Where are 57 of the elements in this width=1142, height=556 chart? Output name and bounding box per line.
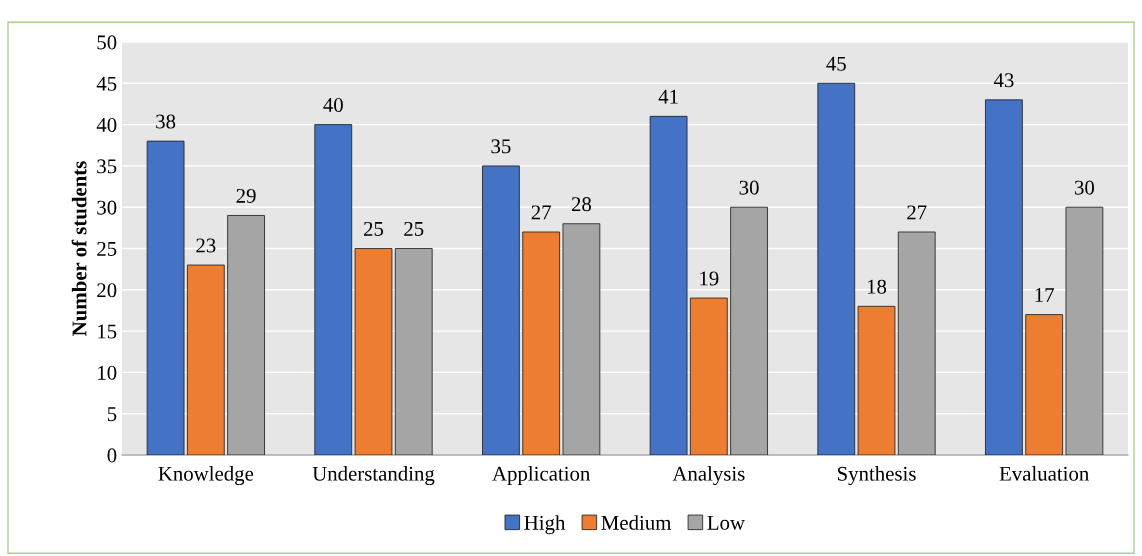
data-label: 40 (323, 97, 343, 113)
bar (354, 248, 393, 455)
x-tick-label: Application (492, 466, 591, 485)
bar (522, 231, 561, 455)
data-label: 19 (700, 271, 719, 286)
data-label: 30 (739, 180, 759, 195)
bar (562, 223, 601, 455)
y-tick-label: 30 (97, 200, 117, 215)
data-label: 41 (658, 89, 678, 104)
data-label: 17 (1035, 288, 1054, 302)
x-tick-label: Understanding (312, 466, 435, 486)
y-tick-label: 5 (107, 407, 117, 422)
data-label: 23 (196, 238, 216, 253)
bar (1025, 314, 1064, 455)
bar (897, 231, 936, 455)
bar (1065, 206, 1104, 455)
legend-label: High (524, 515, 566, 535)
x-tick-label: Knowledge (158, 466, 254, 486)
data-label: 28 (571, 197, 592, 212)
bar (689, 297, 728, 455)
y-tick-label: 10 (98, 365, 117, 380)
data-label: 27 (907, 205, 927, 220)
data-label: 29 (236, 188, 256, 203)
bar (649, 115, 688, 455)
bar (394, 248, 433, 455)
x-tick-label: Evaluation (999, 466, 1089, 481)
data-label: 38 (156, 114, 176, 129)
bar (186, 264, 225, 455)
data-label: 35 (491, 139, 511, 154)
y-tick-label: 40 (96, 117, 117, 133)
legend-label: Low (707, 515, 745, 530)
bar (985, 99, 1023, 455)
y-tick-label: 0 (107, 448, 117, 463)
y-tick-label: 50 (97, 35, 117, 50)
bar (857, 305, 896, 455)
y-tick-label: 20 (97, 283, 117, 298)
bar (730, 206, 768, 455)
bar (227, 215, 265, 455)
bar (314, 124, 353, 455)
data-label: 18 (867, 279, 887, 294)
y-tick-label: 35 (97, 159, 117, 174)
data-label: 25 (404, 221, 424, 236)
legend-label: Medium (601, 515, 672, 530)
bar (482, 165, 520, 455)
x-tick-label: Analysis (672, 466, 745, 486)
data-label: 43 (993, 73, 1014, 88)
y-tick-label: 15 (98, 324, 117, 339)
bar (817, 82, 856, 455)
x-tick-label: Synthesis (837, 466, 916, 486)
y-tick-label: 25 (97, 241, 117, 256)
bar (146, 140, 185, 455)
data-label: 30 (1074, 180, 1095, 195)
y-axis-title: Number of students (71, 161, 87, 336)
y-tick-label: 45 (96, 76, 117, 91)
data-label: 45 (826, 56, 846, 71)
data-label: 27 (531, 205, 551, 220)
data-label: 25 (364, 221, 384, 236)
